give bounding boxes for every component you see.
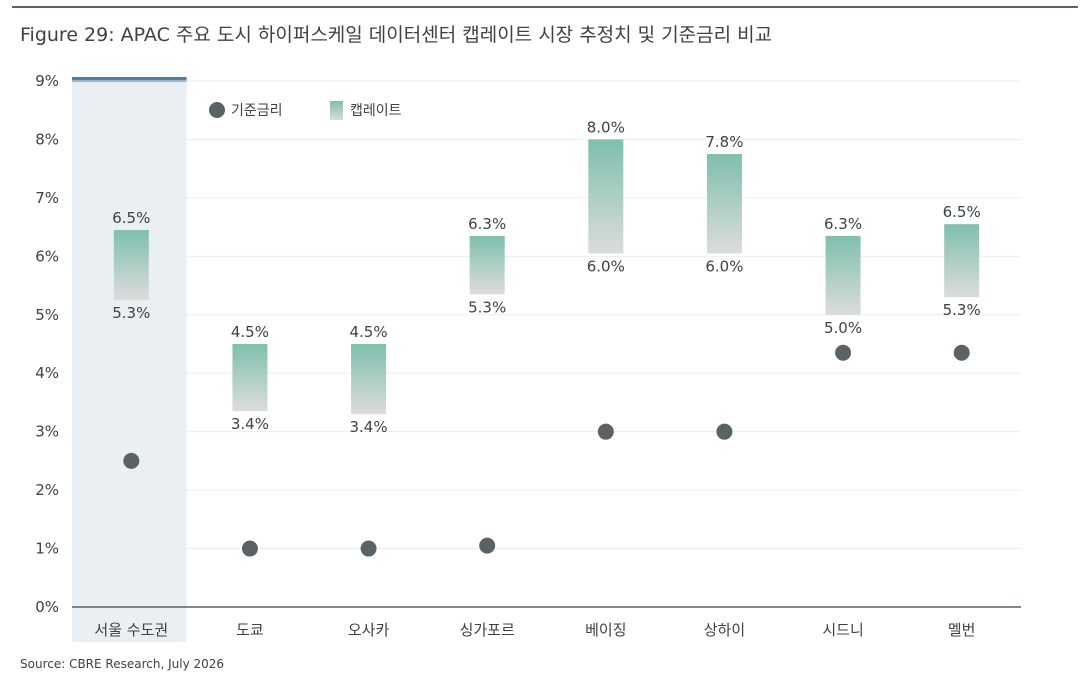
cap-rate-bar: [113, 230, 149, 301]
y-tick-label: 3%: [35, 423, 59, 441]
highlight-band: [72, 81, 187, 642]
source-note: Source: CBRE Research, July 2026: [20, 657, 225, 671]
y-tick-label: 4%: [35, 364, 59, 382]
policy-rate-dot: [241, 540, 258, 557]
policy-rate-dot: [597, 423, 614, 440]
x-tick-label: 베이징: [585, 621, 626, 639]
highlight-top-bar: [72, 77, 187, 82]
policy-rate-dot: [716, 423, 733, 440]
policy-rate-dot: [479, 537, 496, 554]
cap-rate-low-label: 5.3%: [112, 304, 150, 322]
legend-label-policy-rate: 기준금리: [231, 103, 283, 119]
policy-rate-dot: [953, 344, 970, 361]
cap-rate-low-label: 3.4%: [231, 415, 269, 433]
x-tick-label: 서울 수도권: [94, 621, 168, 639]
cap-rate-bar: [944, 224, 980, 298]
figure-title: Figure 29: APAC 주요 도시 하이퍼스케일 데이터센터 캡레이트 …: [20, 24, 773, 46]
cap-rate-bar: [588, 139, 624, 254]
cap-rate-bar: [232, 344, 268, 412]
policy-rate-dot: [123, 452, 140, 469]
top-rule: [12, 6, 1078, 8]
y-tick-label: 9%: [35, 72, 59, 90]
y-tick-label: 1%: [35, 540, 59, 558]
chart: 0% 1% 2% 3% 4% 5% 6% 7% 8% 9% 6.5% 5.3% 4.5% 3.4% 4.5…: [35, 72, 1021, 642]
cap-rate-high-label: 6.3%: [468, 215, 506, 233]
cap-rate-high-label: 6.5%: [943, 203, 981, 221]
cap-rate-bar: [706, 154, 742, 254]
cap-rate-low-label: 5.0%: [824, 319, 862, 337]
y-tick-label: 8%: [35, 130, 59, 148]
cap-rate-high-label: 6.3%: [824, 215, 862, 233]
x-tick-label: 도쿄: [236, 621, 264, 639]
legend-label-cap-rate: 캡레이트: [350, 103, 402, 119]
cap-rate-low-label: 6.0%: [705, 257, 743, 275]
x-tick-label: 시드니: [822, 621, 863, 639]
cap-rate-low-label: 5.3%: [943, 301, 981, 319]
cap-rate-high-label: 6.5%: [112, 209, 150, 227]
x-tick-label: 오사카: [348, 621, 390, 639]
policy-rate-dot: [835, 344, 852, 361]
cap-rate-high-label: 7.8%: [705, 133, 743, 151]
y-tick-label: 2%: [35, 481, 59, 499]
legend-dot-marker: [209, 102, 225, 118]
policy-rate-dot: [360, 540, 377, 557]
cap-rate-low-label: 3.4%: [350, 418, 388, 436]
cap-rate-bar: [351, 344, 387, 415]
legend-bar-marker: [330, 101, 343, 120]
cap-rate-low-label: 5.3%: [468, 298, 506, 316]
cap-rate-high-label: 4.5%: [231, 323, 269, 341]
x-tick-label: 싱가포르: [460, 621, 515, 639]
y-tick-label: 0%: [35, 598, 59, 616]
cap-rate-bar: [825, 235, 861, 315]
cap-rate-bar: [469, 235, 505, 295]
cap-rate-high-label: 4.5%: [350, 323, 388, 341]
y-tick-label: 6%: [35, 247, 59, 265]
x-tick-label: 멜번: [948, 621, 976, 639]
cap-rate-high-label: 8.0%: [587, 118, 625, 136]
y-tick-label: 7%: [35, 189, 59, 207]
y-tick-label: 5%: [35, 306, 59, 324]
x-tick-label: 상하이: [704, 621, 745, 639]
cap-rate-low-label: 6.0%: [587, 257, 625, 275]
